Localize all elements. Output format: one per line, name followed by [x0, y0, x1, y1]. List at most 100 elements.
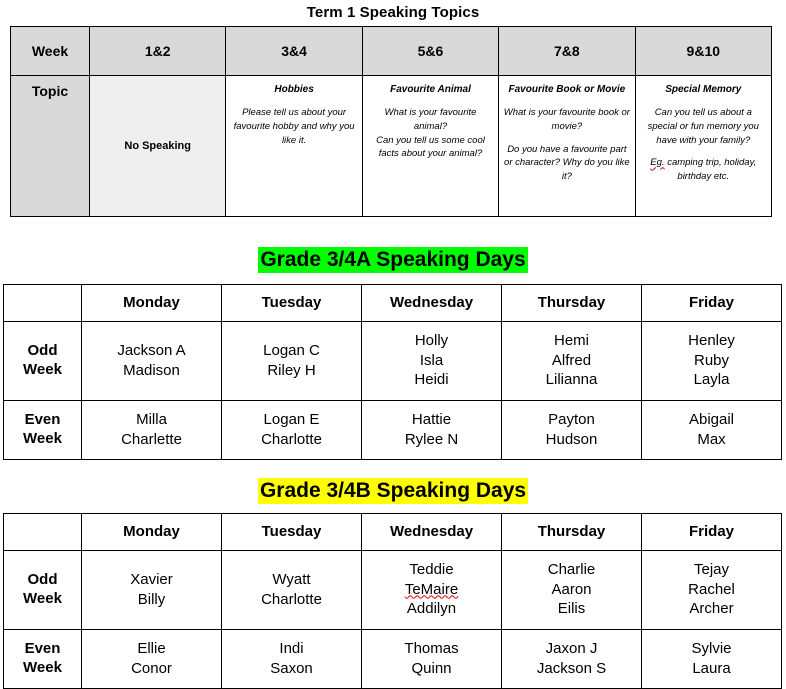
- grade-3-4b-speaking-days-table: Monday Tuesday Wednesday Thursday Friday…: [3, 512, 782, 689]
- day-header-friday: Friday: [641, 283, 782, 322]
- student-name: Wyatt: [272, 570, 311, 588]
- topic-paragraph: Please tell us about your favourite hobb…: [233, 107, 355, 146]
- student-name: Jackson S: [536, 659, 607, 677]
- table-header-row: Monday Tuesday Wednesday Thursday Friday: [3, 283, 782, 322]
- cell-a-even-tuesday: Logan E Charlotte: [221, 399, 362, 460]
- student-name: Aaron: [551, 580, 592, 598]
- topic-paragraph: What is your favourite book or movie?: [503, 107, 630, 132]
- cell-a-odd-wednesday: Holly Isla Heidi: [361, 320, 502, 401]
- grade-3-4a-section: Grade 3/4A Speaking Days Monday Tuesday …: [0, 246, 786, 460]
- student-name: Archer: [689, 600, 734, 618]
- cell-a-even-friday: Abigail Max: [641, 399, 782, 460]
- student-name: Charlotte: [261, 590, 322, 608]
- grade-3-4a-title: Grade 3/4A Speaking Days: [0, 246, 786, 273]
- student-name: Holly: [414, 331, 449, 349]
- student-name: Jackson A: [117, 341, 186, 359]
- table-row: Odd Week Xavier Billy Wyatt Charlotte Tedd…: [3, 549, 782, 630]
- row-label-line1: Even: [24, 639, 61, 657]
- student-name: Thomas: [404, 639, 459, 657]
- cell-a-odd-friday: Henley Ruby Layla: [641, 320, 782, 401]
- student-name: Hemi: [553, 331, 589, 349]
- day-header-tuesday: Tuesday: [221, 512, 362, 551]
- grade-3-4b-title-text: Grade 3/4B Speaking Days: [257, 477, 529, 504]
- topic-body-favourite-animal: What is your favourite animal? Can you t…: [367, 106, 494, 161]
- row-label-line1: Even: [24, 410, 61, 428]
- cell-a-even-monday: Milla Charlette: [81, 399, 222, 460]
- student-name: Charlette: [121, 430, 182, 448]
- week-header-1: 1&2: [88, 25, 227, 76]
- topics-section: Term 1 Speaking Topics Week 1&2 3&4 5&6 …: [0, 0, 786, 217]
- corner-cell-b: [3, 512, 82, 551]
- student-name: Ellie: [137, 639, 166, 657]
- row-label-line2: Week: [23, 658, 62, 676]
- table-header-row: Monday Tuesday Wednesday Thursday Friday: [3, 512, 782, 551]
- grade-3-4a-speaking-days-table: Monday Tuesday Wednesday Thursday Friday…: [3, 283, 782, 460]
- table-row: Even Week Ellie Conor Indi Saxon Thomas Qui…: [3, 628, 782, 689]
- day-header-monday: Monday: [81, 283, 222, 322]
- student-name: Alfred: [551, 351, 592, 369]
- no-speaking-label: No Speaking: [124, 139, 191, 152]
- student-name: Max: [697, 430, 726, 448]
- student-name: Hudson: [545, 430, 598, 448]
- row-label-odd-week-a: Odd Week: [3, 320, 82, 401]
- corner-cell-a: [3, 283, 82, 322]
- student-name: Saxon: [270, 659, 313, 677]
- spellcheck-error-eg: Eg.: [650, 157, 665, 169]
- topic-paragraph: What is your favourite animal?: [384, 107, 477, 132]
- row-label-even-week-a: Even Week: [3, 399, 82, 460]
- row-label-line1: Odd: [27, 341, 58, 359]
- day-header-friday: Friday: [641, 512, 782, 551]
- student-name: Lilianna: [545, 371, 598, 389]
- grade-3-4b-section: Grade 3/4B Speaking Days Monday Tuesday …: [0, 477, 786, 689]
- cell-a-odd-tuesday: Logan C Riley H: [221, 320, 362, 401]
- grade-3-4a-table-wrapper: Monday Tuesday Wednesday Thursday Friday…: [3, 283, 783, 460]
- topic-body-special-memory: Can you tell us about a special or fun m…: [640, 106, 767, 184]
- student-name: Milla: [136, 410, 167, 428]
- topic-heading-favourite-animal: Favourite Animal: [390, 83, 471, 95]
- spellcheck-error-name: TeMaire: [404, 580, 459, 598]
- topic-paragraph: Do you have a favourite part or characte…: [504, 143, 630, 183]
- week-header-4: 7&8: [498, 25, 636, 76]
- student-name: Ruby: [693, 351, 730, 369]
- student-name: Layla: [693, 371, 730, 389]
- student-name: Laura: [692, 659, 731, 677]
- cell-a-even-wednesday: Hattie Rylee N: [361, 399, 502, 460]
- speaking-topics-table: Week 1&2 3&4 5&6 7&8 9&10 Topic No Speak…: [10, 25, 773, 217]
- topic-paragraph: Can you tell us some cool facts about yo…: [376, 134, 485, 160]
- student-name: Eilis: [557, 600, 586, 618]
- week-header-3: 5&6: [361, 25, 500, 76]
- student-name: Madison: [123, 361, 180, 379]
- student-name: Xavier: [130, 570, 173, 588]
- student-name: Quinn: [411, 659, 452, 677]
- topic-cell-week-3-4: Hobbies Please tell us about your favour…: [225, 74, 363, 217]
- day-header-wednesday: Wednesday: [361, 512, 502, 551]
- cell-a-even-thursday: Payton Hudson: [501, 399, 642, 460]
- student-name: Tejay: [693, 560, 730, 578]
- topics-header-row: Week 1&2 3&4 5&6 7&8 9&10: [10, 25, 773, 76]
- cell-b-odd-friday: Tejay Rachel Archer: [641, 549, 782, 630]
- cell-a-odd-thursday: Hemi Alfred Lilianna: [501, 320, 642, 401]
- row-label-even-week-b: Even Week: [3, 628, 82, 689]
- cell-b-odd-monday: Xavier Billy: [81, 549, 222, 630]
- topic-heading-special-memory: Special Memory: [665, 83, 742, 95]
- cell-b-even-thursday: Jaxon J Jackson S: [501, 628, 642, 689]
- day-header-thursday: Thursday: [501, 512, 642, 551]
- student-name: Heidi: [414, 371, 449, 389]
- student-name: Rylee N: [404, 430, 459, 448]
- topic-example: Eg. camping trip, holiday, birthday etc.: [640, 156, 767, 184]
- student-name: Abigail: [688, 410, 735, 428]
- row-label-line2: Week: [23, 429, 62, 447]
- student-name: Charlie: [547, 560, 596, 578]
- row-label-line2: Week: [23, 589, 62, 607]
- topic-body-favourite-book-or-movie: What is your favourite book or movie? Do…: [503, 106, 630, 184]
- topic-heading-hobbies: Hobbies: [274, 83, 314, 95]
- student-name: Billy: [137, 590, 166, 608]
- student-name: Hattie: [411, 410, 452, 428]
- student-name: Sylvie: [691, 639, 732, 657]
- student-name: Isla: [419, 351, 444, 369]
- section-spacer: [0, 460, 786, 480]
- day-header-tuesday: Tuesday: [221, 283, 362, 322]
- cell-b-even-friday: Sylvie Laura: [641, 628, 782, 689]
- student-name: Payton: [548, 410, 595, 428]
- table-row: Even Week Milla Charlette Logan E Charlott…: [3, 399, 782, 460]
